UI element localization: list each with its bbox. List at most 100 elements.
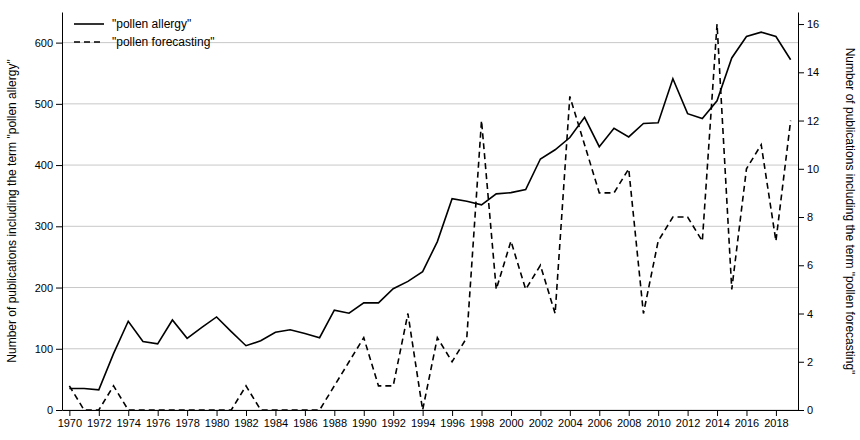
- tick-mark: [56, 288, 62, 289]
- tick-label: 500: [35, 98, 53, 110]
- tick-mark: [334, 410, 335, 416]
- tick-mark: [56, 43, 62, 44]
- tick-label: 1982: [234, 417, 258, 429]
- tick-mark: [364, 410, 365, 416]
- tick-mark: [511, 410, 512, 416]
- tick: 0: [798, 404, 813, 416]
- tick-label: 2004: [558, 417, 582, 429]
- tick-label: 0: [807, 404, 813, 416]
- tick-mark: [56, 410, 62, 411]
- tick-mark: [798, 265, 804, 266]
- tick-mark: [798, 24, 804, 25]
- tick: 100: [35, 343, 62, 355]
- tick: 1988: [323, 410, 347, 429]
- tick: 1970: [58, 410, 82, 429]
- tick: 400: [35, 159, 62, 171]
- tick-mark: [452, 410, 453, 416]
- tick-mark: [56, 226, 62, 227]
- tick-mark: [305, 410, 306, 416]
- tick: 6: [798, 259, 813, 271]
- tick: 1976: [146, 410, 170, 429]
- tick-mark: [56, 165, 62, 166]
- y2-axis-title: Number of publications including the ter…: [843, 48, 857, 375]
- tick-mark: [275, 410, 276, 416]
- tick: 12: [798, 115, 819, 127]
- tick-mark: [99, 410, 100, 416]
- tick: 8: [798, 211, 813, 223]
- tick-mark: [798, 314, 804, 315]
- axis-line: [62, 13, 63, 411]
- tick-mark: [158, 410, 159, 416]
- tick-label: 0: [47, 404, 53, 416]
- tick-label: 2010: [646, 417, 670, 429]
- tick-label: 300: [35, 220, 53, 232]
- tick: 1990: [352, 410, 376, 429]
- tick-mark: [217, 410, 218, 416]
- tick-label: 1978: [175, 417, 199, 429]
- tick-mark: [128, 410, 129, 416]
- tick: 1982: [234, 410, 258, 429]
- tick-mark: [746, 410, 747, 416]
- tick-label: 1988: [323, 417, 347, 429]
- tick-label: 1994: [411, 417, 435, 429]
- tick: 2014: [705, 410, 729, 429]
- tick: 500: [35, 98, 62, 110]
- tick: 2008: [617, 410, 641, 429]
- axis-line: [798, 13, 799, 411]
- tick-label: 2: [807, 356, 813, 368]
- tick: 2018: [764, 410, 788, 429]
- tick-label: 8: [807, 211, 813, 223]
- tick-label: 1974: [116, 417, 140, 429]
- tick-mark: [599, 410, 600, 416]
- tick: 300: [35, 220, 62, 232]
- tick-label: 600: [35, 37, 53, 49]
- tick-label: 100: [35, 343, 53, 355]
- tick-mark: [246, 410, 247, 416]
- tick: 2016: [735, 410, 759, 429]
- grid-line: [62, 287, 798, 288]
- legend-swatch: [74, 41, 104, 43]
- tick-label: 400: [35, 159, 53, 171]
- tick: 1992: [381, 410, 405, 429]
- tick-mark: [482, 410, 483, 416]
- tick-mark: [798, 121, 804, 122]
- tick-mark: [688, 410, 689, 416]
- grid-line: [62, 165, 798, 166]
- tick-mark: [540, 410, 541, 416]
- tick-mark: [393, 410, 394, 416]
- tick-label: 1972: [87, 417, 111, 429]
- tick-mark: [798, 72, 804, 73]
- tick-label: 1976: [146, 417, 170, 429]
- tick: 2000: [499, 410, 523, 429]
- tick: 10: [798, 163, 819, 175]
- tick: 2004: [558, 410, 582, 429]
- tick: 2: [798, 356, 813, 368]
- tick-label: 1986: [293, 417, 317, 429]
- tick-label: 1998: [470, 417, 494, 429]
- tick: 1986: [293, 410, 317, 429]
- grid-line: [62, 226, 798, 227]
- tick-mark: [69, 410, 70, 416]
- x-axis: 1970197219741976197819801982198419861988…: [58, 410, 799, 429]
- tick: 1994: [411, 410, 435, 429]
- tick-label: 6: [807, 259, 813, 271]
- legend-label: "pollen forecasting": [112, 35, 215, 49]
- tick-mark: [798, 217, 804, 218]
- legend: "pollen allergy""pollen forecasting": [74, 17, 215, 49]
- tick: 4: [798, 308, 813, 320]
- tick: 0: [47, 404, 62, 416]
- tick: 2006: [588, 410, 612, 429]
- tick-mark: [798, 169, 804, 170]
- plot-area: [69, 24, 790, 410]
- series-line: [69, 32, 790, 390]
- tick-mark: [187, 410, 188, 416]
- y2-axis: 0246810121416: [798, 13, 819, 417]
- tick-label: 1970: [58, 417, 82, 429]
- tick-label: 2002: [529, 417, 553, 429]
- tick: 1998: [470, 410, 494, 429]
- grid: [62, 43, 798, 410]
- tick-mark: [717, 410, 718, 416]
- chart: 1970197219741976197819801982198419861988…: [0, 0, 860, 440]
- legend-swatch: [74, 23, 104, 25]
- tick: 16: [798, 18, 819, 30]
